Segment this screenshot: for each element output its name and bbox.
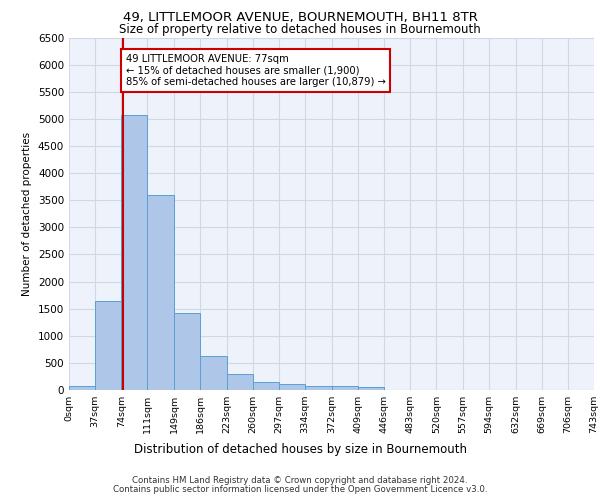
Bar [121,115,148,390]
Bar [358,387,384,390]
Bar [69,386,95,390]
Bar [332,386,358,390]
Bar [227,374,253,390]
Text: Distribution of detached houses by size in Bournemouth: Distribution of detached houses by size … [133,444,467,456]
Text: Size of property relative to detached houses in Bournemouth: Size of property relative to detached ho… [119,22,481,36]
Bar [279,384,305,390]
Bar [174,312,200,390]
Text: 49 LITTLEMOOR AVENUE: 77sqm
← 15% of detached houses are smaller (1,900)
85% of : 49 LITTLEMOOR AVENUE: 77sqm ← 15% of det… [125,54,385,87]
Bar [95,300,121,390]
Bar [253,382,279,390]
Bar [200,356,227,390]
Bar [148,195,174,390]
Text: Contains public sector information licensed under the Open Government Licence v3: Contains public sector information licen… [113,484,487,494]
Text: Contains HM Land Registry data © Crown copyright and database right 2024.: Contains HM Land Registry data © Crown c… [132,476,468,485]
Y-axis label: Number of detached properties: Number of detached properties [22,132,32,296]
Bar [305,386,332,390]
Text: 49, LITTLEMOOR AVENUE, BOURNEMOUTH, BH11 8TR: 49, LITTLEMOOR AVENUE, BOURNEMOUTH, BH11… [122,11,478,24]
